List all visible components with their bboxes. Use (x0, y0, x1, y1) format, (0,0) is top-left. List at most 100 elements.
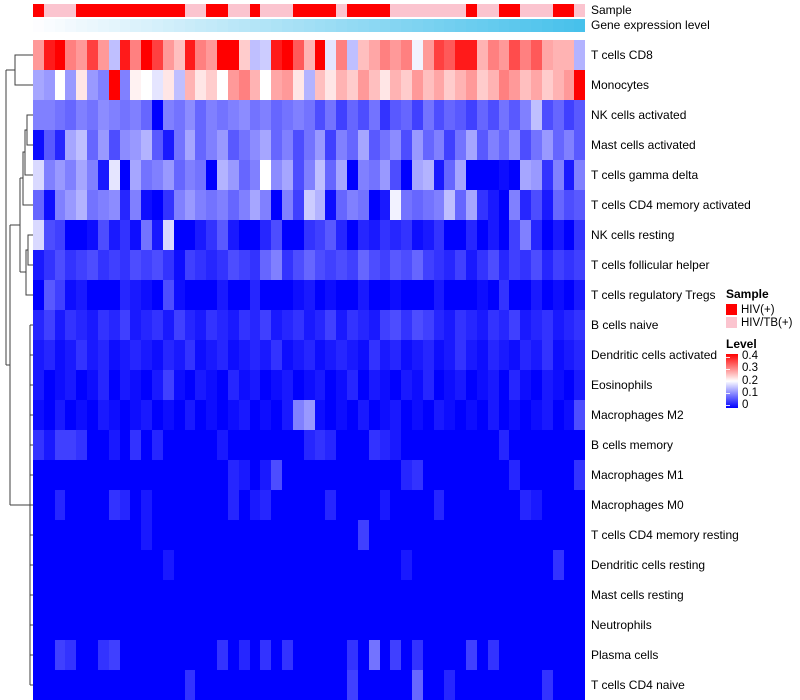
heatmap-cell (249, 220, 261, 250)
heatmap-cell (119, 190, 131, 220)
heatmap-cell (314, 580, 326, 610)
heatmap-row (33, 190, 586, 220)
heatmap-cell (119, 40, 131, 70)
heatmap-row (33, 640, 586, 670)
heatmap-cell (65, 490, 77, 520)
heatmap-cell (411, 250, 423, 280)
heatmap-cell (87, 610, 98, 640)
gene-expression-annotation-cell (282, 19, 293, 32)
heatmap-cell (119, 130, 131, 160)
heatmap-cell (97, 430, 109, 460)
gene-expression-annotation-cell (227, 19, 239, 32)
heatmap-cell (411, 550, 423, 580)
heatmap-cell (217, 220, 228, 250)
heatmap-cell (563, 550, 575, 580)
heatmap-cell (97, 190, 109, 220)
gene-expression-annotation-cell (336, 19, 348, 32)
heatmap-cell (260, 160, 272, 190)
heatmap-cell (141, 490, 153, 520)
heatmap-cell (563, 40, 575, 70)
heatmap-cell (520, 250, 532, 280)
heatmap-cell (466, 190, 477, 220)
heatmap-cell (422, 370, 434, 400)
heatmap-cell (509, 520, 521, 550)
heatmap-cell (184, 370, 196, 400)
heatmap-cell (195, 370, 207, 400)
sample-annotation-cell (54, 4, 66, 17)
heatmap-cell (379, 70, 391, 100)
heatmap-cell (65, 310, 77, 340)
heatmap-cell (249, 130, 261, 160)
heatmap-cell (541, 250, 553, 280)
heatmap-cell (357, 130, 369, 160)
heatmap-cell (33, 370, 44, 400)
heatmap-cell (368, 640, 380, 670)
heatmap-cell (487, 640, 499, 670)
heatmap-cell (227, 520, 239, 550)
heatmap-cell (130, 100, 142, 130)
heatmap-cell (97, 310, 109, 340)
heatmap-cell (260, 70, 272, 100)
heatmap-cell (552, 520, 564, 550)
heatmap-cell (357, 430, 369, 460)
heatmap-cell (422, 610, 434, 640)
heatmap-cell (227, 610, 239, 640)
heatmap-cell (141, 370, 153, 400)
heatmap-cell (325, 250, 337, 280)
heatmap-cell (249, 70, 261, 100)
heatmap-cell (195, 100, 207, 130)
heatmap-cell (130, 340, 142, 370)
heatmap-cell (184, 250, 196, 280)
heatmap-cell (173, 400, 185, 430)
heatmap-cell (43, 520, 55, 550)
heatmap-cell (227, 370, 239, 400)
heatmap-cell (227, 340, 239, 370)
heatmap-cell (411, 220, 423, 250)
heatmap-cell (292, 490, 304, 520)
heatmap-cell (43, 400, 55, 430)
heatmap-cell (227, 550, 239, 580)
heatmap-cell (217, 460, 228, 490)
heatmap-cell (33, 610, 44, 640)
heatmap-cell (76, 190, 88, 220)
row-label: T cells gamma delta (591, 168, 699, 182)
heatmap-cell (552, 280, 564, 310)
heatmap-cell (466, 40, 477, 70)
heatmap-cell (184, 160, 196, 190)
sample-annotation-cell (325, 4, 337, 17)
heatmap-cell (97, 400, 109, 430)
heatmap-cell (347, 310, 358, 340)
heatmap-cell (390, 40, 402, 70)
heatmap-cell (162, 160, 174, 190)
heatmap-cell (54, 310, 66, 340)
heatmap-cell (184, 340, 196, 370)
heatmap-cell (54, 190, 66, 220)
heatmap-cell (433, 340, 445, 370)
heatmap-cell (379, 640, 391, 670)
heatmap-cell (282, 490, 293, 520)
heatmap-cell (206, 250, 218, 280)
heatmap-cell (455, 130, 467, 160)
heatmap-cell (227, 130, 239, 160)
heatmap-cell (65, 160, 77, 190)
heatmap-cell (54, 340, 66, 370)
gene-expression-annotation-cell (401, 19, 412, 32)
heatmap-cell (184, 130, 196, 160)
heatmap-cell (195, 430, 207, 460)
heatmap-cell (227, 100, 239, 130)
gene-expression-annotation-cell (422, 19, 434, 32)
heatmap-cell (411, 100, 423, 130)
heatmap-cell (292, 40, 304, 70)
heatmap-cell (552, 70, 564, 100)
heatmap-cell (43, 130, 55, 160)
heatmap-cell (108, 490, 120, 520)
heatmap-cell (162, 70, 174, 100)
heatmap-cell (217, 520, 228, 550)
sample-annotation-cell (141, 4, 153, 17)
heatmap-cell (574, 130, 586, 160)
heatmap-cell (498, 70, 510, 100)
heatmap-cell (509, 670, 521, 700)
heatmap-cell (271, 640, 283, 670)
heatmap-cell (552, 460, 564, 490)
